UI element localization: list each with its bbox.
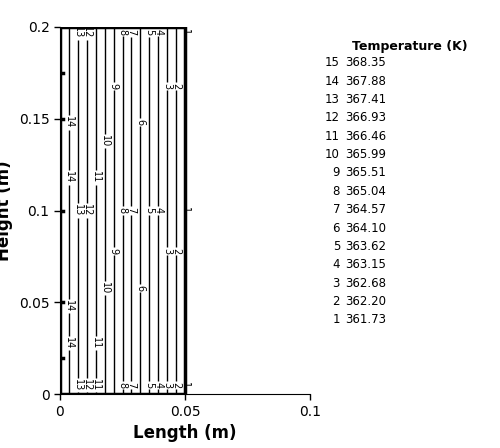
Text: 5: 5 bbox=[332, 240, 340, 253]
Text: 9: 9 bbox=[332, 166, 340, 180]
Text: 14: 14 bbox=[64, 300, 74, 312]
Text: 14: 14 bbox=[64, 337, 74, 349]
Text: 11: 11 bbox=[90, 337, 101, 349]
Text: 1: 1 bbox=[332, 313, 340, 327]
Text: 14: 14 bbox=[64, 172, 74, 184]
Y-axis label: Height (m): Height (m) bbox=[0, 160, 14, 261]
Text: 2: 2 bbox=[332, 295, 340, 308]
Text: 2: 2 bbox=[171, 82, 181, 89]
Text: 9: 9 bbox=[108, 248, 118, 254]
Text: 10: 10 bbox=[325, 148, 340, 161]
Text: 12: 12 bbox=[82, 379, 92, 391]
Text: 13: 13 bbox=[72, 26, 83, 39]
Text: 5: 5 bbox=[144, 29, 154, 35]
Text: 365.04: 365.04 bbox=[345, 185, 386, 198]
Text: 1: 1 bbox=[180, 207, 190, 214]
Text: 8: 8 bbox=[118, 29, 128, 35]
X-axis label: Length (m): Length (m) bbox=[133, 424, 237, 442]
Text: 1: 1 bbox=[180, 29, 190, 35]
Text: 13: 13 bbox=[72, 204, 83, 217]
Text: 365.51: 365.51 bbox=[345, 166, 386, 180]
Text: 4: 4 bbox=[153, 29, 163, 35]
Text: 12: 12 bbox=[82, 204, 92, 217]
Text: 13: 13 bbox=[325, 93, 340, 106]
Text: 10: 10 bbox=[100, 135, 110, 147]
Text: 7: 7 bbox=[126, 207, 136, 214]
Text: 2: 2 bbox=[171, 382, 181, 388]
Text: 9: 9 bbox=[108, 82, 118, 89]
Text: 13: 13 bbox=[72, 379, 83, 391]
Text: 366.46: 366.46 bbox=[345, 129, 386, 143]
Text: 15: 15 bbox=[325, 56, 340, 69]
Text: 367.41: 367.41 bbox=[345, 93, 386, 106]
Text: 7: 7 bbox=[126, 382, 136, 388]
Text: 365.99: 365.99 bbox=[345, 148, 386, 161]
Text: 6: 6 bbox=[135, 284, 145, 291]
Text: 11: 11 bbox=[90, 172, 101, 184]
Text: 4: 4 bbox=[332, 258, 340, 271]
Text: 1: 1 bbox=[180, 382, 190, 388]
Text: 7: 7 bbox=[126, 29, 136, 35]
Text: 7: 7 bbox=[332, 203, 340, 216]
Text: 5: 5 bbox=[144, 207, 154, 214]
Text: 14: 14 bbox=[325, 74, 340, 88]
Text: Temperature (K): Temperature (K) bbox=[352, 40, 468, 53]
Text: 364.57: 364.57 bbox=[345, 203, 386, 216]
Text: 11: 11 bbox=[325, 129, 340, 143]
Text: 5: 5 bbox=[144, 382, 154, 388]
Text: 4: 4 bbox=[153, 207, 163, 214]
Text: 11: 11 bbox=[90, 379, 101, 391]
Text: 6: 6 bbox=[135, 119, 145, 125]
Text: 12: 12 bbox=[325, 111, 340, 125]
Text: 4: 4 bbox=[153, 382, 163, 388]
Text: 368.35: 368.35 bbox=[345, 56, 386, 69]
Text: 366.93: 366.93 bbox=[345, 111, 386, 125]
Text: 10: 10 bbox=[100, 282, 110, 294]
Text: 8: 8 bbox=[332, 185, 340, 198]
Text: 2: 2 bbox=[171, 248, 181, 254]
Text: 12: 12 bbox=[82, 26, 92, 39]
Text: 363.62: 363.62 bbox=[345, 240, 386, 253]
Text: 364.10: 364.10 bbox=[345, 221, 386, 235]
Text: 8: 8 bbox=[118, 207, 128, 214]
Text: 363.15: 363.15 bbox=[345, 258, 386, 271]
Text: 3: 3 bbox=[162, 82, 172, 89]
Text: 367.88: 367.88 bbox=[345, 74, 386, 88]
Text: 362.68: 362.68 bbox=[345, 276, 386, 290]
Text: 8: 8 bbox=[118, 382, 128, 388]
Text: 6: 6 bbox=[332, 221, 340, 235]
Text: 362.20: 362.20 bbox=[345, 295, 386, 308]
Text: 3: 3 bbox=[162, 382, 172, 388]
Text: 14: 14 bbox=[64, 116, 74, 129]
Text: 361.73: 361.73 bbox=[345, 313, 386, 327]
Text: 3: 3 bbox=[162, 248, 172, 254]
Text: 3: 3 bbox=[332, 276, 340, 290]
